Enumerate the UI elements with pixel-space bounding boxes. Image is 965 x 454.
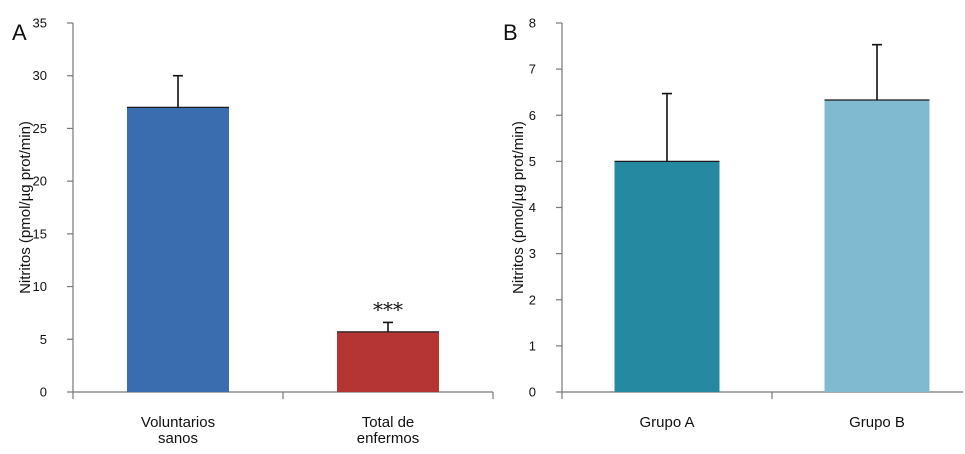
x-tick-label: enfermos xyxy=(357,430,420,447)
y-tick-label: 0 xyxy=(529,385,536,400)
y-tick-label: 4 xyxy=(529,200,536,215)
x-tick-label: Voluntarios xyxy=(141,414,215,431)
y-axis-title: Nitritos (pmol/µg prot/min) xyxy=(510,121,527,294)
significance-annotation: *** xyxy=(373,297,403,321)
y-tick-label: 30 xyxy=(33,68,47,83)
bar xyxy=(337,331,439,392)
y-tick-label: 2 xyxy=(529,292,536,307)
y-tick-label: 15 xyxy=(33,226,47,241)
y-tick-label: 5 xyxy=(529,154,536,169)
y-tick-label: 3 xyxy=(529,246,536,261)
x-tick-label: sanos xyxy=(158,430,198,447)
panel-label: B xyxy=(503,20,518,45)
y-tick-label: 8 xyxy=(529,16,536,31)
y-tick-label: 25 xyxy=(33,121,47,136)
y-tick-label: 5 xyxy=(40,332,47,347)
y-tick-label: 1 xyxy=(529,338,536,353)
bar xyxy=(127,107,229,392)
y-tick-label: 35 xyxy=(33,16,47,31)
y-axis-title: Nitritos (pmol/µg prot/min) xyxy=(17,121,34,294)
x-tick-label: Grupo B xyxy=(849,414,905,431)
chart-panel-b: B Nitritos (pmol/µg prot/min) 0 1 2 3 4 5 6 7 8 Gru… xyxy=(503,16,963,431)
y-tick-label: 20 xyxy=(33,174,47,189)
y-tick-label: 0 xyxy=(40,385,47,400)
chart-panel-a: A Nitritos (pmol/µg prot/min) 0 5 10 15 20 25 30… xyxy=(12,16,494,447)
x-tick-label: Grupo A xyxy=(639,414,694,431)
bar xyxy=(824,100,930,392)
bar xyxy=(614,161,720,392)
panel-label: A xyxy=(12,20,27,45)
y-tick-label: 6 xyxy=(529,108,536,123)
x-tick-label: Total de xyxy=(362,414,415,431)
y-tick-label: 7 xyxy=(529,62,536,77)
y-tick-label: 10 xyxy=(33,279,47,294)
